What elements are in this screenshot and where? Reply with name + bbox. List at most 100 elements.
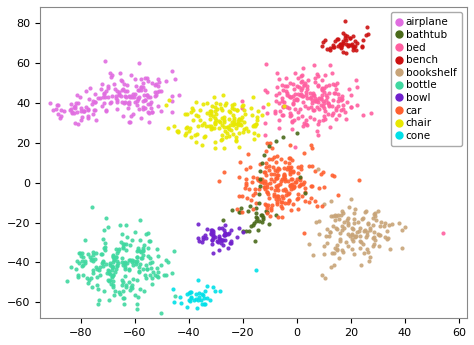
Point [250, 136, 258, 141]
Point [288, 127, 296, 132]
Point [107, 101, 114, 106]
Point [249, 94, 257, 100]
Point [101, 245, 109, 250]
Point [300, 82, 307, 88]
Point [125, 266, 133, 271]
Point [151, 83, 159, 88]
Point [238, 103, 246, 108]
Point [125, 100, 132, 105]
Point [238, 106, 246, 111]
Point [121, 89, 128, 94]
Point [144, 109, 151, 115]
Point [248, 179, 255, 185]
Point [224, 124, 232, 129]
Point [188, 105, 195, 111]
Point [185, 290, 192, 296]
Point [104, 267, 112, 273]
Point [299, 93, 306, 99]
Point [146, 255, 154, 261]
Point [121, 93, 129, 99]
Point [219, 107, 226, 113]
Point [112, 93, 120, 99]
Point [157, 310, 165, 316]
Point [53, 106, 60, 112]
Point [284, 178, 292, 184]
Point [303, 86, 310, 91]
Point [99, 104, 106, 109]
Point [195, 238, 203, 244]
Point [155, 274, 162, 280]
Point [219, 242, 227, 248]
Point [148, 276, 156, 281]
Point [148, 109, 155, 115]
Point [338, 208, 346, 214]
Point [252, 121, 260, 126]
Point [261, 178, 268, 184]
Point [194, 113, 202, 119]
Point [81, 260, 89, 266]
Point [354, 229, 361, 235]
Point [371, 214, 379, 219]
Point [210, 250, 217, 256]
Point [350, 45, 357, 50]
Point [192, 99, 200, 105]
Point [100, 91, 107, 96]
Point [73, 258, 81, 264]
Point [108, 75, 115, 80]
Point [321, 72, 329, 78]
Point [143, 92, 151, 97]
Point [250, 130, 258, 136]
Point [307, 114, 314, 120]
Point [170, 286, 177, 292]
Point [299, 181, 307, 187]
Point [297, 80, 304, 85]
Point [100, 236, 107, 241]
Point [294, 115, 302, 120]
Point [109, 253, 117, 259]
Point [136, 262, 143, 267]
Point [325, 103, 333, 109]
Point [328, 264, 335, 269]
Point [127, 284, 135, 290]
Point [101, 94, 109, 99]
Point [116, 223, 124, 228]
Point [226, 230, 233, 236]
Point [338, 93, 346, 99]
Point [258, 177, 266, 182]
Point [137, 217, 144, 223]
Point [300, 179, 308, 185]
Point [232, 135, 239, 140]
Point [270, 191, 277, 197]
Point [211, 115, 219, 121]
Point [273, 70, 281, 76]
Point [243, 167, 250, 172]
Point [222, 231, 230, 237]
Point [319, 273, 326, 278]
Point [187, 295, 195, 300]
Point [334, 247, 341, 253]
Point [215, 235, 223, 240]
Point [263, 89, 271, 95]
Point [221, 102, 229, 108]
Point [370, 241, 378, 247]
Point [310, 62, 318, 68]
Point [320, 201, 328, 207]
Point [138, 255, 146, 261]
Point [137, 87, 145, 93]
Point [317, 96, 325, 102]
Point [206, 297, 214, 303]
Point [89, 204, 96, 209]
Point [183, 291, 191, 296]
Point [111, 269, 118, 275]
Point [309, 107, 317, 112]
Point [263, 206, 271, 211]
Point [322, 234, 330, 239]
Point [125, 120, 132, 125]
Point [193, 305, 201, 310]
Point [139, 106, 147, 112]
Point [201, 301, 208, 307]
Point [214, 240, 221, 245]
Point [336, 255, 343, 261]
Point [273, 194, 281, 199]
Point [349, 238, 356, 244]
